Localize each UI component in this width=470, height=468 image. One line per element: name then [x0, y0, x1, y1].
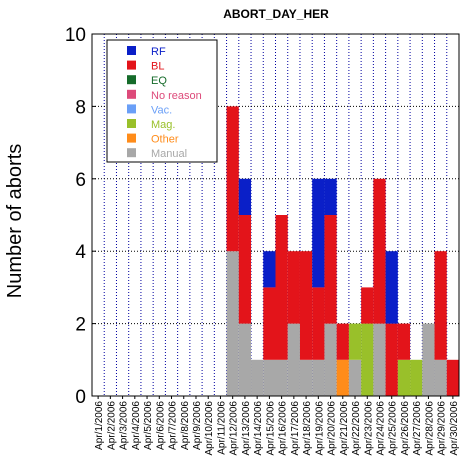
legend-swatch — [127, 148, 136, 158]
bar-segment-rf — [324, 178, 337, 215]
y-axis-ticks: 0 2 4 6 8 10 — [65, 25, 96, 408]
x-tick-label: Apr/3/2006 — [119, 401, 130, 450]
x-tick-label: Apr/2/2006 — [106, 401, 117, 450]
x-tick-label: Apr/14/2006 — [253, 401, 264, 456]
y-tick-label: 10 — [65, 25, 86, 46]
legend-swatch — [127, 133, 136, 143]
bar-segment-bl — [226, 106, 239, 252]
y-axis-label: Number of aborts — [4, 144, 26, 299]
bar-segment-bl — [263, 287, 276, 360]
legend-label: EQ — [151, 75, 167, 87]
x-tick-label: Apr/4/2006 — [131, 401, 142, 450]
bar-segment-manual — [299, 359, 313, 396]
bar-segment-mag- — [397, 359, 411, 396]
bar-segment-manual — [287, 323, 300, 396]
bar-segment-bl — [361, 287, 374, 324]
x-tick-label: Apr/11/2006 — [216, 401, 227, 455]
x-tick-label: Apr/16/2006 — [278, 401, 289, 456]
x-tick-label: Apr/9/2006 — [192, 401, 203, 450]
legend-label: BL — [151, 61, 164, 73]
legend-label: No reason — [151, 90, 202, 102]
bar-segment-manual — [275, 359, 288, 396]
bar-segment-bl — [287, 251, 300, 324]
bar-segment-bl — [299, 251, 313, 360]
legend-swatch — [127, 46, 136, 55]
legend: RF BL EQ No reason Vac. Mag. Other Manual — [106, 39, 218, 163]
plot-frame — [91, 33, 460, 397]
x-tick-label: Apr/30/2006 — [449, 401, 460, 456]
bar-segment-bl — [324, 215, 337, 324]
legend-swatch — [127, 104, 136, 114]
bar-segment-bl — [373, 178, 386, 324]
bar-segment-mag- — [348, 323, 362, 360]
x-tick-label: Apr/18/2006 — [302, 401, 313, 456]
x-tick-label: Apr/6/2006 — [155, 401, 166, 450]
x-tick-label: Apr/13/2006 — [241, 401, 252, 456]
bar-segment-rf — [312, 178, 325, 288]
bar-segment-manual — [324, 323, 337, 396]
bar-segment-rf — [238, 178, 252, 215]
bar-segment-manual — [312, 359, 325, 396]
y-tick-label: 0 — [75, 387, 86, 408]
legend-label: Other — [151, 134, 179, 146]
bar-segment-manual — [422, 323, 435, 396]
bar-segment-manual — [348, 359, 362, 396]
y-tick-label: 4 — [75, 242, 86, 263]
bar-segment-rf — [385, 251, 398, 324]
x-tick-label: Apr/26/2006 — [400, 401, 411, 456]
x-tick-label: Apr/12/2006 — [229, 401, 240, 456]
legend-swatch — [127, 89, 136, 99]
bar-segment-bl — [336, 323, 349, 360]
bar-segment-bl — [312, 287, 325, 360]
legend-swatch — [127, 75, 136, 85]
bar-segment-mag- — [361, 323, 374, 396]
bar-segment-mag- — [410, 359, 423, 396]
x-tick-label: Apr/27/2006 — [412, 401, 423, 456]
bar-segment-manual — [226, 251, 239, 396]
bar-segment-manual — [251, 359, 264, 396]
legend-label: Mag. — [151, 119, 175, 131]
x-tick-label: Apr/29/2006 — [437, 401, 448, 456]
x-tick-label: Apr/8/2006 — [180, 401, 191, 450]
y-tick-label: 2 — [75, 315, 86, 336]
x-tick-label: Apr/10/2006 — [204, 401, 215, 456]
legend-label: RF — [151, 46, 166, 58]
bar-stacks — [226, 106, 459, 396]
y-tick-label: 8 — [75, 97, 86, 118]
bar-segment-manual — [434, 359, 447, 396]
x-tick-label: Apr/21/2006 — [339, 401, 350, 456]
legend-label: Manual — [151, 148, 187, 160]
legend-swatch — [127, 60, 136, 70]
bar-segment-rf — [263, 251, 276, 288]
x-tick-label: Apr/5/2006 — [143, 401, 154, 450]
x-tick-label: Apr/22/2006 — [351, 401, 362, 456]
bar-segment-bl — [275, 215, 288, 360]
x-tick-label: Apr/15/2006 — [265, 401, 276, 456]
y-tick-label: 6 — [75, 170, 86, 191]
x-axis-ticks: Apr/1/2006 Apr/2/2006 Apr/3/2006 Apr/4/2006… — [94, 396, 460, 456]
bar-segment-bl — [434, 251, 447, 360]
bar-segment-manual — [263, 359, 276, 396]
x-tick-label: Apr/20/2006 — [327, 401, 338, 456]
x-tick-label: Apr/23/2006 — [363, 401, 374, 456]
bar-segment-bl — [397, 323, 411, 360]
bar-segment-manual — [373, 323, 386, 396]
bar-segment-bl — [446, 359, 459, 396]
legend-label: Vac. — [151, 104, 172, 116]
chart-title: ABORT_DAY_HER — [223, 7, 329, 21]
x-tick-label: Apr/1/2006 — [94, 401, 105, 450]
legend-box — [106, 39, 218, 163]
x-tick-label: Apr/25/2006 — [388, 401, 399, 456]
bar-segment-bl — [385, 323, 398, 396]
x-tick-label: Apr/28/2006 — [424, 401, 435, 456]
x-tick-label: Apr/7/2006 — [168, 401, 179, 450]
bar-segment-bl — [238, 215, 252, 324]
bar-segment-manual — [238, 323, 252, 396]
x-tick-label: Apr/19/2006 — [314, 401, 325, 456]
bar-segment-other — [336, 359, 349, 396]
legend-swatch — [127, 119, 136, 128]
x-tick-label: Apr/17/2006 — [290, 401, 301, 456]
x-tick-label: Apr/24/2006 — [375, 401, 386, 456]
